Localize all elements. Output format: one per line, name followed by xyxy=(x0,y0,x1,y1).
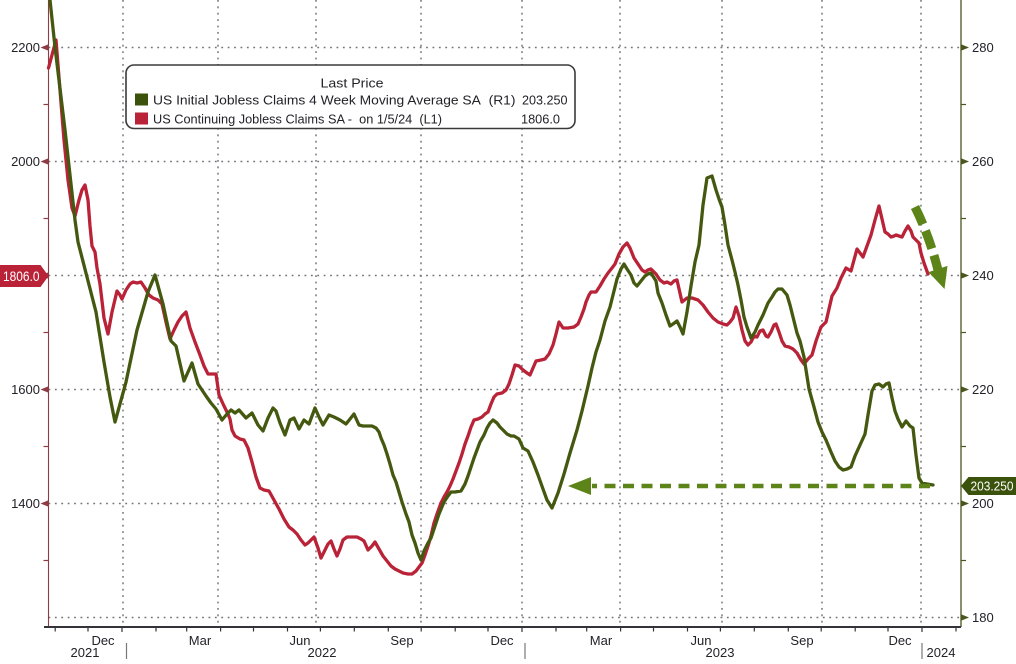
svg-text:Jun: Jun xyxy=(691,633,712,648)
svg-text:240: 240 xyxy=(972,268,994,283)
svg-text:Dec: Dec xyxy=(91,633,115,648)
svg-text:Mar: Mar xyxy=(590,633,613,648)
svg-text:Last Price: Last Price xyxy=(321,76,384,91)
svg-text:200: 200 xyxy=(972,496,994,511)
svg-text:Mar: Mar xyxy=(189,633,212,648)
svg-text:2000: 2000 xyxy=(11,154,40,169)
svg-text:Sep: Sep xyxy=(790,633,813,648)
svg-text:1600: 1600 xyxy=(11,382,40,397)
svg-text:1806.0: 1806.0 xyxy=(3,269,40,284)
svg-text:2200: 2200 xyxy=(11,40,40,55)
svg-text:2024: 2024 xyxy=(927,645,956,659)
svg-text:US Initial Jobless Claims 4 We: US Initial Jobless Claims 4 Week Moving … xyxy=(153,93,516,108)
svg-text:Sep: Sep xyxy=(390,633,413,648)
svg-text:1400: 1400 xyxy=(11,496,40,511)
svg-text:Jun: Jun xyxy=(290,633,311,648)
svg-text:2023: 2023 xyxy=(706,645,735,659)
svg-text:Dec: Dec xyxy=(490,633,514,648)
svg-text:2022: 2022 xyxy=(308,645,337,659)
svg-text:280: 280 xyxy=(972,40,994,55)
svg-text:220: 220 xyxy=(972,382,994,397)
svg-text:Dec: Dec xyxy=(888,633,912,648)
svg-text:260: 260 xyxy=(972,154,994,169)
svg-text:180: 180 xyxy=(972,610,994,625)
svg-text:1806.0: 1806.0 xyxy=(521,112,560,127)
svg-text:203.250: 203.250 xyxy=(971,479,1014,494)
svg-text:2021: 2021 xyxy=(71,645,100,659)
svg-text:203.250: 203.250 xyxy=(522,93,568,108)
svg-text:US Continuing Jobless Claims S: US Continuing Jobless Claims SA - on 1/5… xyxy=(153,112,442,127)
